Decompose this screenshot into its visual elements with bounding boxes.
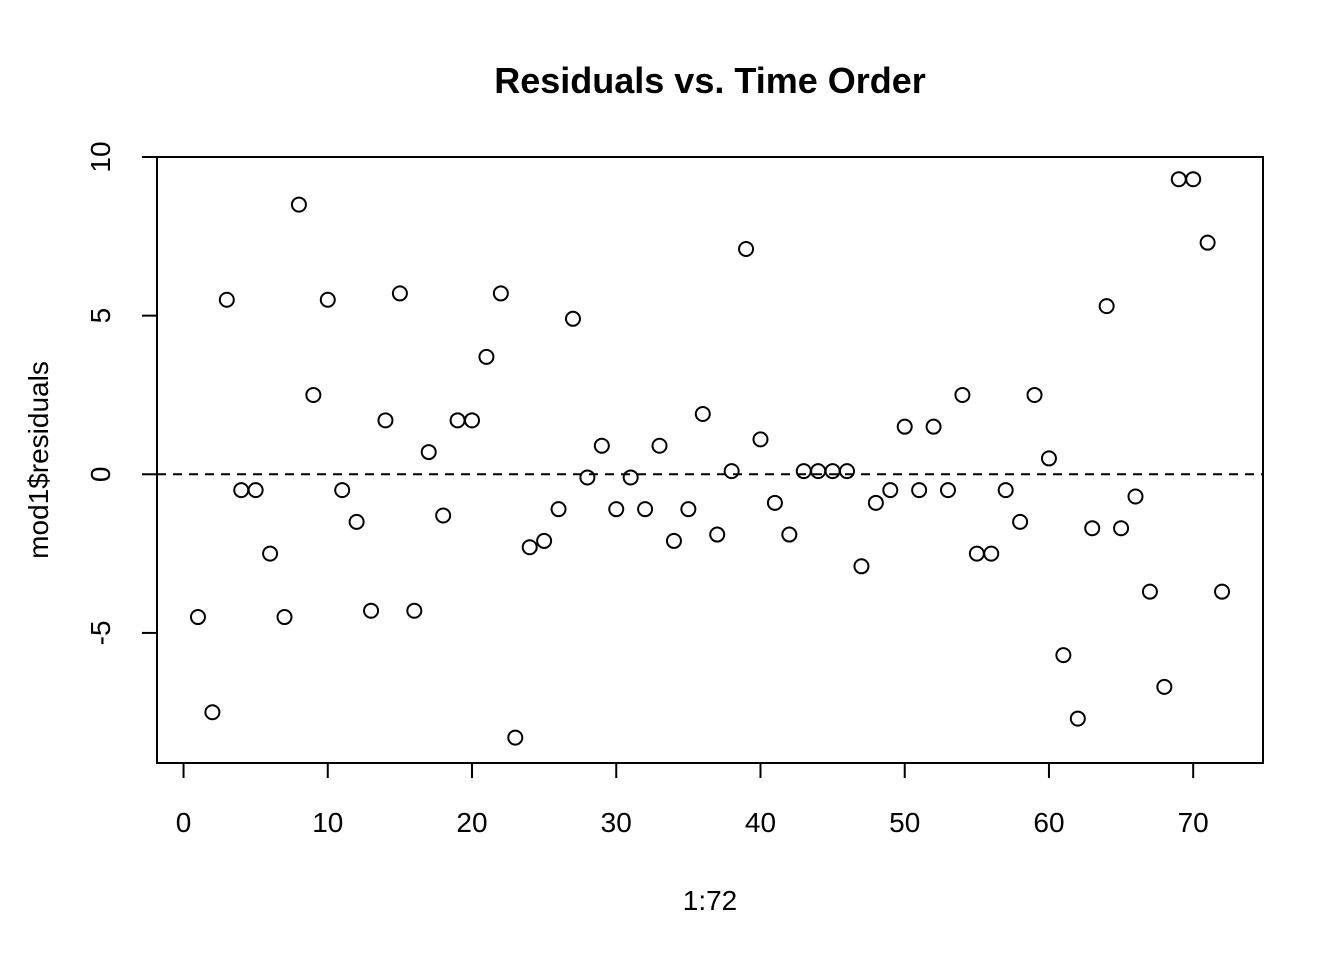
chart-title: Residuals vs. Time Order xyxy=(494,60,926,101)
x-tick-label: 20 xyxy=(456,807,487,838)
data-point xyxy=(882,482,899,499)
data-point xyxy=(752,431,769,448)
data-point xyxy=(651,437,668,454)
data-point xyxy=(839,463,856,480)
y-axis-label: mod1$residuals xyxy=(23,361,54,559)
data-point xyxy=(233,482,250,499)
x-axis-label: 1:72 xyxy=(683,885,738,916)
data-point xyxy=(305,386,322,403)
data-point xyxy=(435,507,452,524)
x-tick-label: 50 xyxy=(889,807,920,838)
data-point xyxy=(896,418,913,435)
data-point xyxy=(1026,386,1043,403)
data-point xyxy=(709,526,726,543)
data-point xyxy=(218,291,235,308)
data-point xyxy=(680,501,697,518)
data-point xyxy=(391,285,408,302)
data-point xyxy=(521,539,538,556)
data-point xyxy=(1084,520,1101,537)
data-point xyxy=(608,501,625,518)
data-point xyxy=(406,602,423,619)
x-axis: 0 10 20 30 40 50 60 70 xyxy=(176,762,1209,838)
data-point xyxy=(1040,450,1057,467)
plot-frame xyxy=(156,156,1264,764)
x-tick-label: 10 xyxy=(312,807,343,838)
y-tick-label: 10 xyxy=(85,141,116,172)
y-axis: -5 0 5 10 xyxy=(85,141,158,645)
data-point xyxy=(449,412,466,429)
data-point xyxy=(997,482,1014,499)
data-point xyxy=(550,501,567,518)
data-point xyxy=(867,494,884,511)
data-point xyxy=(1127,488,1144,505)
data-point xyxy=(939,482,956,499)
data-point xyxy=(824,463,841,480)
data-point xyxy=(1185,171,1202,188)
data-point xyxy=(983,545,1000,562)
x-tick-label: 70 xyxy=(1178,807,1209,838)
data-point xyxy=(968,545,985,562)
data-point xyxy=(1156,678,1173,695)
y-tick-label: -5 xyxy=(85,620,116,645)
data-point xyxy=(781,526,798,543)
data-point xyxy=(189,609,206,626)
x-tick-label: 0 xyxy=(176,807,192,838)
data-point xyxy=(1214,583,1231,600)
data-point xyxy=(622,469,639,486)
data-point xyxy=(478,348,495,365)
data-point xyxy=(262,545,279,562)
data-point xyxy=(492,285,509,302)
data-point xyxy=(579,469,596,486)
data-point xyxy=(247,482,264,499)
data-point xyxy=(954,386,971,403)
y-tick-label: 0 xyxy=(85,466,116,482)
data-point xyxy=(334,482,351,499)
data-point xyxy=(1170,171,1187,188)
y-tick-label: 5 xyxy=(85,308,116,324)
data-point xyxy=(925,418,942,435)
data-point xyxy=(420,444,437,461)
data-point xyxy=(1113,520,1130,537)
data-point xyxy=(766,494,783,511)
data-point xyxy=(637,501,654,518)
data-point xyxy=(853,558,870,575)
data-point xyxy=(694,405,711,422)
data-point xyxy=(348,513,365,530)
data-point xyxy=(363,602,380,619)
data-point xyxy=(377,412,394,429)
data-point xyxy=(1098,298,1115,315)
data-point xyxy=(464,412,481,429)
data-point xyxy=(536,532,553,549)
data-point xyxy=(290,196,307,213)
x-tick-label: 40 xyxy=(745,807,776,838)
data-point xyxy=(738,241,755,258)
data-point xyxy=(276,609,293,626)
data-point xyxy=(319,291,336,308)
data-point xyxy=(723,463,740,480)
x-tick-label: 60 xyxy=(1033,807,1064,838)
x-tick-label: 30 xyxy=(601,807,632,838)
data-point xyxy=(593,437,610,454)
data-point xyxy=(1055,647,1072,664)
data-point xyxy=(810,463,827,480)
data-point xyxy=(564,310,581,327)
data-point xyxy=(1199,234,1216,251)
data-point xyxy=(795,463,812,480)
data-point xyxy=(1141,583,1158,600)
data-points xyxy=(189,171,1231,746)
data-point xyxy=(204,704,221,721)
data-point xyxy=(911,482,928,499)
data-point xyxy=(1012,513,1029,530)
data-point xyxy=(1069,710,1086,727)
data-point xyxy=(507,729,524,746)
data-point xyxy=(665,532,682,549)
